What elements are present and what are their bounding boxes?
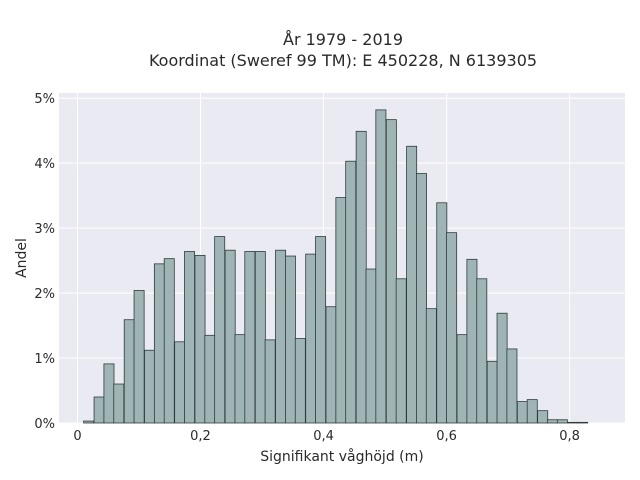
histogram-bar (395, 278, 407, 424)
histogram-bar (315, 236, 327, 424)
histogram-bar (335, 197, 347, 424)
histogram-bar (486, 360, 498, 424)
histogram-bar (153, 263, 165, 424)
histogram-bar (425, 308, 437, 424)
y-tick-label: 0% (34, 417, 55, 432)
histogram-bar (103, 363, 115, 424)
histogram-bar (436, 202, 448, 424)
histogram-bar (284, 255, 296, 424)
histogram-bar (547, 419, 558, 424)
histogram-bar (163, 258, 175, 424)
x-tick-label: 0,8 (559, 429, 580, 444)
histogram-bar (294, 338, 306, 424)
histogram-bar (93, 396, 105, 424)
y-tick-label: 1% (34, 352, 55, 367)
histogram-bar (224, 249, 236, 424)
histogram-bar (577, 421, 589, 424)
histogram-bar (244, 251, 256, 424)
histogram-bar (567, 421, 579, 424)
y-tick-label: 5% (34, 92, 55, 107)
chart-title-line1: År 1979 - 2019 (283, 30, 403, 49)
histogram-bar (123, 319, 135, 424)
histogram-bar (446, 232, 458, 424)
histogram-bar (375, 109, 387, 424)
histogram-bar (113, 383, 125, 424)
histogram-bar (456, 334, 468, 424)
chart-title-line2: Koordinat (Sweref 99 TM): E 450228, N 61… (149, 51, 537, 70)
histogram-bar (385, 119, 397, 424)
histogram-bar (496, 312, 508, 424)
histogram-bar (345, 160, 357, 424)
y-tick-label: 4% (34, 157, 55, 172)
histogram-bar (144, 349, 156, 424)
histogram-bar (476, 278, 488, 424)
y-tick-label: 3% (34, 222, 55, 237)
bars-layer (83, 109, 589, 424)
histogram-bar (214, 236, 226, 424)
histogram-bar (416, 173, 427, 424)
histogram-bar (194, 255, 206, 424)
histogram-bar (466, 258, 478, 424)
histogram-bar (184, 251, 195, 424)
x-axis-label: Signifikant våghöjd (m) (260, 448, 423, 465)
histogram-bar (365, 268, 377, 424)
histogram-bar (264, 339, 276, 424)
histogram-bar (526, 399, 538, 424)
histogram-bar (305, 253, 317, 424)
histogram-bar (133, 290, 145, 424)
histogram-bar (234, 334, 246, 424)
ticks-layer: 0 0,2 0,4 0,6 0,8 0% 1% 2% 3% 4% 5% (34, 92, 580, 444)
histogram-bar (516, 401, 528, 424)
x-tick-label: 0,6 (436, 429, 457, 444)
histogram-bar (355, 130, 367, 424)
histogram-bar (325, 306, 337, 424)
histogram-bar (275, 249, 287, 424)
histogram-bar (254, 251, 266, 424)
x-tick-label: 0,4 (313, 429, 334, 444)
y-tick-label: 2% (34, 287, 55, 302)
histogram-bar (83, 420, 95, 424)
x-tick-label: 0 (73, 429, 81, 444)
histogram-bar (174, 341, 186, 424)
histogram-bar (204, 334, 216, 424)
histogram-bar (506, 348, 518, 424)
y-axis-label: Andel (14, 238, 30, 278)
x-tick-label: 0,2 (190, 429, 211, 444)
histogram-bar (406, 145, 418, 424)
histogram-bar (537, 410, 549, 424)
histogram-bar (556, 419, 568, 424)
